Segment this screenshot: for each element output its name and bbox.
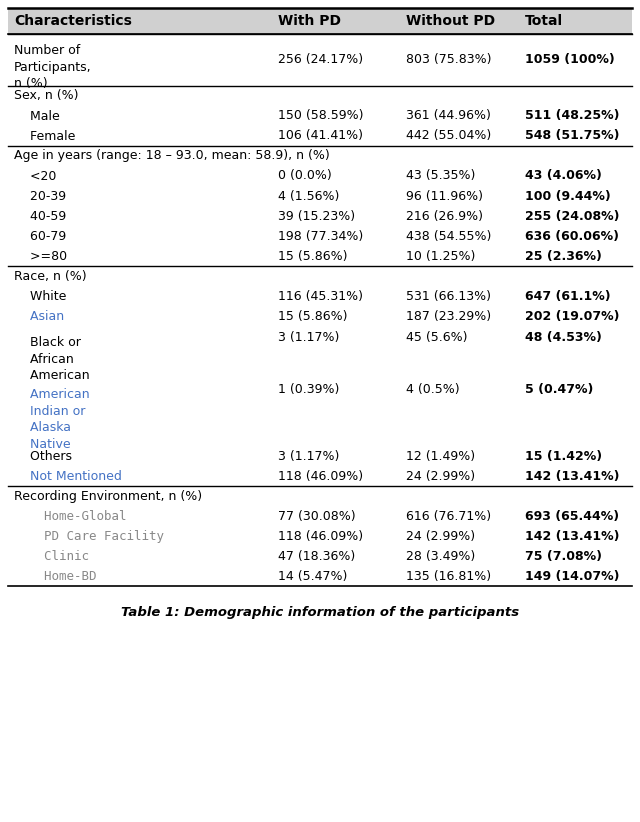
Text: 142 (13.41%): 142 (13.41%) — [525, 469, 620, 483]
Text: Others: Others — [14, 450, 72, 463]
Text: 803 (75.83%): 803 (75.83%) — [406, 53, 492, 67]
Text: 48 (4.53%): 48 (4.53%) — [525, 331, 602, 344]
Text: Asian: Asian — [14, 310, 64, 322]
Text: 75 (7.08%): 75 (7.08%) — [525, 549, 602, 562]
Text: 77 (30.08%): 77 (30.08%) — [278, 510, 356, 523]
Text: Race, n (%): Race, n (%) — [14, 270, 86, 283]
Text: 361 (44.96%): 361 (44.96%) — [406, 109, 492, 122]
Text: 149 (14.07%): 149 (14.07%) — [525, 570, 620, 583]
Text: Number of
Participants,
n (%): Number of Participants, n (%) — [14, 44, 92, 90]
Text: <20: <20 — [14, 169, 56, 182]
Text: 1059 (100%): 1059 (100%) — [525, 53, 614, 67]
Text: American
    Indian or
    Alaska
    Native: American Indian or Alaska Native — [14, 388, 90, 450]
Text: 116 (45.31%): 116 (45.31%) — [278, 289, 364, 302]
Text: 118 (46.09%): 118 (46.09%) — [278, 529, 364, 543]
Text: 14 (5.47%): 14 (5.47%) — [278, 570, 348, 583]
Text: 511 (48.25%): 511 (48.25%) — [525, 109, 620, 122]
Text: 4 (1.56%): 4 (1.56%) — [278, 190, 340, 202]
Text: 15 (5.86%): 15 (5.86%) — [278, 310, 348, 322]
Text: Total: Total — [525, 14, 563, 28]
Text: 10 (1.25%): 10 (1.25%) — [406, 250, 476, 262]
Text: 3 (1.17%): 3 (1.17%) — [278, 331, 340, 344]
Text: 150 (58.59%): 150 (58.59%) — [278, 109, 364, 122]
Text: 198 (77.34%): 198 (77.34%) — [278, 229, 364, 242]
Text: Home-Global: Home-Global — [14, 510, 127, 523]
Text: 24 (2.99%): 24 (2.99%) — [406, 529, 476, 543]
Text: 647 (61.1%): 647 (61.1%) — [525, 289, 611, 302]
Text: 118 (46.09%): 118 (46.09%) — [278, 469, 364, 483]
Text: Without PD: Without PD — [406, 14, 495, 28]
Text: 40-59: 40-59 — [14, 210, 67, 223]
Text: 202 (19.07%): 202 (19.07%) — [525, 310, 620, 322]
Text: Characteristics: Characteristics — [14, 14, 132, 28]
Text: 43 (4.06%): 43 (4.06%) — [525, 169, 602, 182]
Text: 636 (60.06%): 636 (60.06%) — [525, 229, 619, 242]
Text: Female: Female — [14, 130, 76, 142]
Text: 15 (5.86%): 15 (5.86%) — [278, 250, 348, 262]
Text: 135 (16.81%): 135 (16.81%) — [406, 570, 492, 583]
Text: Home-BD: Home-BD — [14, 570, 97, 583]
Text: Sex, n (%): Sex, n (%) — [14, 90, 79, 103]
Text: Age in years (range: 18 – 93.0, mean: 58.9), n (%): Age in years (range: 18 – 93.0, mean: 58… — [14, 150, 330, 163]
Text: 442 (55.04%): 442 (55.04%) — [406, 130, 492, 142]
Text: 5 (0.47%): 5 (0.47%) — [525, 383, 593, 396]
Text: 25 (2.36%): 25 (2.36%) — [525, 250, 602, 262]
Text: Clinic: Clinic — [14, 549, 89, 562]
Text: 255 (24.08%): 255 (24.08%) — [525, 210, 620, 223]
Text: 3 (1.17%): 3 (1.17%) — [278, 450, 340, 463]
Text: 45 (5.6%): 45 (5.6%) — [406, 331, 468, 344]
Text: Recording Environment, n (%): Recording Environment, n (%) — [14, 489, 202, 502]
Text: Not Mentioned: Not Mentioned — [14, 469, 122, 483]
Text: 15 (1.42%): 15 (1.42%) — [525, 450, 602, 463]
Text: 256 (24.17%): 256 (24.17%) — [278, 53, 364, 67]
Text: 28 (3.49%): 28 (3.49%) — [406, 549, 476, 562]
Text: 548 (51.75%): 548 (51.75%) — [525, 130, 620, 142]
Text: With PD: With PD — [278, 14, 341, 28]
Text: 24 (2.99%): 24 (2.99%) — [406, 469, 476, 483]
Text: 531 (66.13%): 531 (66.13%) — [406, 289, 492, 302]
Text: 693 (65.44%): 693 (65.44%) — [525, 510, 619, 523]
Text: Male: Male — [14, 109, 60, 122]
Text: 187 (23.29%): 187 (23.29%) — [406, 310, 492, 322]
Text: 60-79: 60-79 — [14, 229, 67, 242]
Text: 96 (11.96%): 96 (11.96%) — [406, 190, 483, 202]
Text: >=80: >=80 — [14, 250, 67, 262]
Text: 0 (0.0%): 0 (0.0%) — [278, 169, 332, 182]
Text: 100 (9.44%): 100 (9.44%) — [525, 190, 611, 202]
Text: 106 (41.41%): 106 (41.41%) — [278, 130, 364, 142]
Text: 20-39: 20-39 — [14, 190, 66, 202]
Text: White: White — [14, 289, 67, 302]
Text: PD Care Facility: PD Care Facility — [14, 529, 164, 543]
Text: 12 (1.49%): 12 (1.49%) — [406, 450, 476, 463]
Text: 216 (26.9%): 216 (26.9%) — [406, 210, 483, 223]
Text: 4 (0.5%): 4 (0.5%) — [406, 383, 460, 396]
Text: 1 (0.39%): 1 (0.39%) — [278, 383, 340, 396]
Text: 616 (76.71%): 616 (76.71%) — [406, 510, 492, 523]
Text: 43 (5.35%): 43 (5.35%) — [406, 169, 476, 182]
Text: 142 (13.41%): 142 (13.41%) — [525, 529, 620, 543]
Text: 39 (15.23%): 39 (15.23%) — [278, 210, 356, 223]
Text: 47 (18.36%): 47 (18.36%) — [278, 549, 356, 562]
Text: Table 1: Demographic information of the participants: Table 1: Demographic information of the … — [121, 606, 519, 619]
Text: 438 (54.55%): 438 (54.55%) — [406, 229, 492, 242]
Bar — [8, 8, 632, 34]
Text: Black or
    African
    American: Black or African American — [14, 336, 90, 382]
